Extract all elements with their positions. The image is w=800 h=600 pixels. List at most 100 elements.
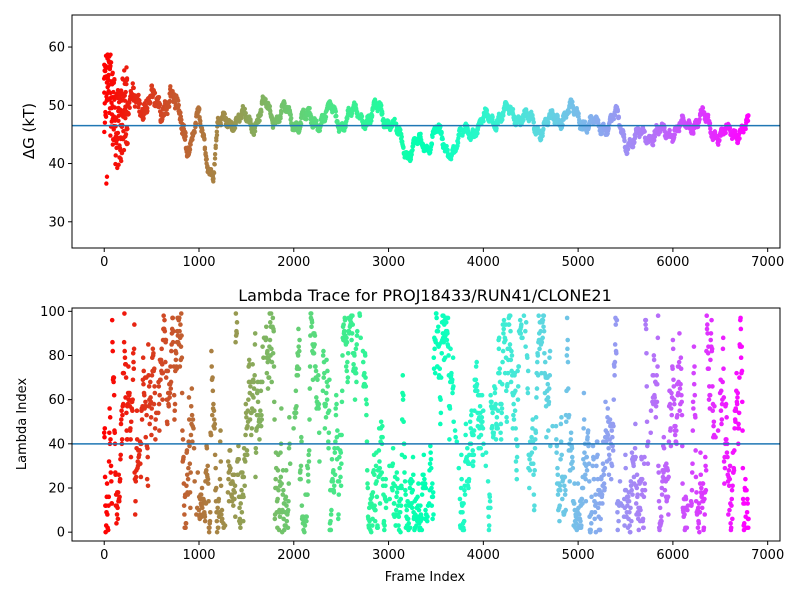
lambda-point: [507, 342, 513, 347]
lambda-point: [508, 357, 514, 363]
lambda-point: [403, 487, 408, 493]
lambda-point: [460, 509, 465, 515]
lambda-point: [557, 483, 563, 489]
lambda-point: [453, 434, 458, 440]
lambda-point: [206, 529, 212, 535]
lambda-point: [588, 527, 594, 533]
delta-g-point: [630, 144, 636, 150]
lambda-point: [258, 388, 264, 394]
lambda-point: [490, 423, 495, 429]
lambda-point: [536, 313, 541, 319]
lambda-point: [449, 377, 455, 383]
lambda-point: [582, 450, 587, 455]
y-tick-label: 60: [48, 41, 65, 56]
lambda-point: [438, 375, 444, 380]
lambda-point: [336, 512, 341, 517]
lambda-point: [546, 399, 552, 405]
lambda-point: [206, 498, 211, 504]
lambda-point: [697, 509, 703, 515]
delta-g-point: [333, 109, 338, 114]
lambda-point: [265, 348, 270, 354]
lambda-point: [463, 421, 469, 427]
delta-g-point: [308, 114, 314, 119]
lambda-point: [406, 521, 412, 526]
lambda-point: [675, 412, 680, 418]
lambda-point: [512, 408, 518, 413]
lambda-point: [186, 439, 191, 444]
lambda-point: [210, 375, 215, 380]
lambda-point: [466, 485, 471, 491]
delta-g-point: [566, 109, 572, 114]
delta-g-point: [123, 132, 129, 137]
lambda-point: [711, 423, 716, 429]
lambda-point: [260, 344, 265, 349]
lambda-point: [238, 501, 244, 506]
lambda-point: [483, 463, 489, 469]
lambda-point: [232, 483, 238, 489]
lambda-point: [160, 370, 166, 376]
lambda-point: [639, 476, 645, 482]
lambda-point: [225, 490, 231, 495]
delta-g-point: [108, 60, 114, 65]
lambda-point: [738, 326, 744, 332]
lambda-point: [602, 465, 608, 471]
lambda-point: [591, 476, 597, 482]
delta-g-plot-frame: [71, 14, 781, 249]
lambda-point: [466, 476, 472, 482]
lambda-point: [360, 359, 366, 365]
lambda-point: [471, 452, 477, 458]
lambda-point: [709, 346, 715, 352]
lambda-point: [496, 335, 502, 341]
lambda-point: [703, 463, 708, 469]
lambda-point: [272, 417, 277, 422]
lambda-point: [445, 331, 450, 336]
lambda-point: [568, 430, 574, 436]
lambda-point: [690, 461, 695, 467]
lambda-point: [741, 521, 747, 526]
delta-g-point: [279, 110, 284, 116]
lambda-point: [665, 468, 671, 473]
lambda-point: [245, 423, 250, 429]
lambda-point: [430, 494, 436, 500]
delta-g-point: [148, 100, 153, 105]
lambda-point: [165, 368, 171, 374]
delta-g-point: [214, 129, 220, 134]
lambda-point: [216, 496, 222, 502]
delta-g-point: [379, 103, 384, 108]
lambda-point: [633, 501, 639, 506]
lambda-point: [176, 315, 182, 321]
lambda-point: [514, 468, 519, 473]
lambda-point: [266, 375, 272, 380]
lambda-point: [381, 518, 387, 524]
lambda-point: [333, 392, 339, 398]
lambda-point: [291, 426, 296, 431]
lambda-point: [679, 392, 684, 398]
lambda-point: [678, 366, 684, 372]
lambda-point: [190, 417, 196, 422]
lambda-point: [698, 450, 703, 455]
lambda-point: [499, 401, 504, 407]
lambda-point: [248, 384, 253, 389]
delta-g-point: [723, 130, 728, 136]
delta-g-point: [304, 117, 309, 122]
lambda-point: [423, 485, 429, 491]
lambda-point: [700, 481, 706, 486]
lambda-point: [205, 463, 211, 469]
delta-g-point: [165, 111, 170, 117]
lambda-point: [410, 487, 416, 493]
lambda-point: [118, 456, 123, 462]
lambda-point: [210, 388, 216, 394]
lambda-point: [296, 326, 301, 332]
delta-g-point: [190, 137, 195, 142]
lambda-point: [545, 395, 551, 400]
delta-g-point: [106, 72, 111, 78]
lambda-point: [209, 412, 215, 418]
lambda-point: [353, 370, 359, 376]
delta-g-point: [401, 145, 406, 151]
lambda-point: [410, 472, 416, 478]
delta-g-point: [113, 153, 118, 158]
x-tick-label: 5000: [562, 548, 595, 563]
lambda-point: [553, 423, 559, 429]
lambda-point: [523, 320, 529, 325]
lambda-point: [743, 476, 748, 482]
